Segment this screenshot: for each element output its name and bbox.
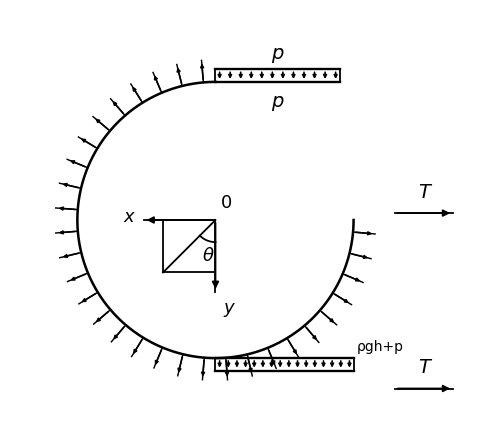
Text: θ: θ: [203, 247, 214, 265]
Text: T: T: [418, 183, 430, 202]
Text: T: T: [418, 359, 430, 378]
Text: p: p: [272, 92, 284, 110]
Text: p: p: [272, 44, 284, 62]
Text: 0: 0: [221, 194, 232, 212]
Text: ρgh+p: ρgh+p: [356, 340, 404, 354]
Text: y: y: [224, 299, 234, 317]
Text: x: x: [124, 208, 134, 226]
